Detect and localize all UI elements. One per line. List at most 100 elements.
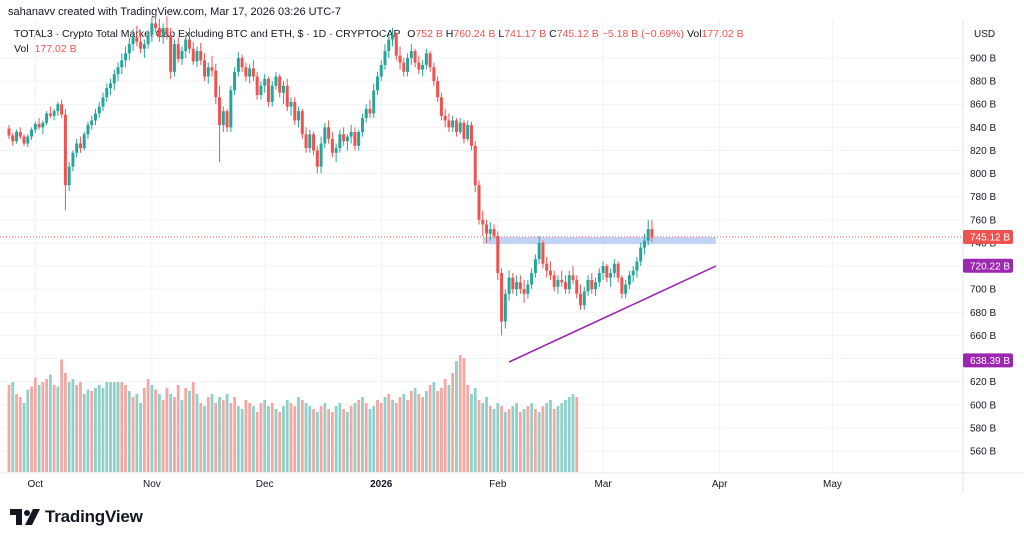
- candle-body: [78, 143, 82, 149]
- candle-body: [530, 272, 534, 285]
- volume-bar: [112, 382, 116, 472]
- trendline-layer[interactable]: [508, 265, 717, 363]
- volume-bar: [225, 394, 229, 472]
- candle-body: [413, 51, 417, 63]
- volume-bar: [79, 382, 82, 472]
- candle-body: [214, 70, 218, 98]
- volume-bar: [346, 412, 349, 472]
- candle-body: [360, 118, 364, 132]
- candle-body: [605, 266, 609, 278]
- volume-bar: [22, 403, 26, 472]
- time-axis-tick: Mar: [594, 479, 612, 490]
- horizontal-zone[interactable]: [482, 237, 716, 245]
- candle-body: [63, 114, 67, 186]
- candle-body: [206, 67, 210, 77]
- volume-bar: [184, 388, 188, 472]
- volume-bar: [180, 400, 184, 472]
- ascending-trendline[interactable]: [508, 265, 717, 363]
- volume-bar: [15, 394, 18, 472]
- volume-bar: [289, 403, 293, 472]
- candle-body: [518, 282, 522, 290]
- candle-body: [507, 277, 511, 294]
- time-axis-tick: Nov: [143, 479, 161, 490]
- candle-body: [500, 272, 504, 322]
- resistance-zone[interactable]: [482, 237, 716, 245]
- volume-bar: [518, 412, 522, 472]
- volume-bar: [391, 400, 394, 472]
- tradingview-logo[interactable]: TradingView: [10, 506, 143, 528]
- volume-bar: [315, 412, 319, 472]
- candle-body: [552, 275, 556, 287]
- candle-body: [458, 122, 462, 132]
- volume-bar: [436, 391, 440, 472]
- volume-bar: [549, 400, 552, 472]
- candle-body: [642, 240, 646, 248]
- volume-bar: [26, 389, 30, 472]
- price-axis[interactable]: 900 B 880 B 860 B 840 B 820 B 800 B 780 B 760 B…: [970, 54, 996, 458]
- volume-bar: [259, 403, 263, 472]
- candle-body: [93, 113, 97, 121]
- high-value: 760.24 B: [453, 28, 496, 40]
- volume-bar: [372, 406, 376, 472]
- candle-body: [60, 104, 64, 115]
- volume-bar: [218, 397, 221, 472]
- volume-bar: [139, 403, 142, 472]
- volume-bar: [402, 394, 406, 472]
- candle-body: [233, 71, 237, 91]
- candle-body: [488, 229, 492, 234]
- volume-bar: [323, 403, 327, 472]
- volume-bar: [60, 359, 64, 472]
- volume-bar: [48, 374, 52, 472]
- candle-body: [357, 131, 361, 146]
- volume-bar: [120, 382, 124, 472]
- tradingview-logo-icon: [10, 509, 40, 525]
- candle-body: [646, 229, 650, 241]
- candle-body: [548, 270, 552, 276]
- candle-body: [26, 136, 30, 144]
- volume-bar: [210, 394, 214, 472]
- volume-bar: [349, 406, 353, 472]
- candle-body: [97, 106, 101, 114]
- candle-body: [109, 83, 113, 89]
- volume-bar: [458, 355, 462, 472]
- volume-bar: [387, 394, 391, 472]
- volume-bars: [7, 355, 579, 472]
- volume-bar: [11, 382, 15, 472]
- candle-body: [45, 113, 49, 123]
- price-axis-tick: 580 B: [970, 423, 996, 434]
- candle-body: [368, 108, 372, 114]
- trendline-upper-tag: 720.22 B: [970, 261, 1010, 272]
- volume-bar: [278, 412, 282, 472]
- volume-bar: [522, 409, 526, 472]
- candle-body: [515, 282, 519, 290]
- candle-body: [597, 272, 601, 283]
- volume-bar: [496, 403, 500, 472]
- volume-bar: [477, 400, 481, 472]
- price-axis-tick: 680 B: [970, 308, 996, 319]
- candle-body: [594, 282, 598, 290]
- candle-body: [157, 27, 161, 38]
- candle-body: [571, 275, 575, 280]
- volume-bar: [357, 400, 361, 472]
- candle-body: [473, 145, 477, 186]
- volume-indicator-label[interactable]: Vol: [14, 43, 29, 55]
- symbol-description[interactable]: TOTAL3 · Crypto Total Market Cap Excludi…: [14, 28, 401, 40]
- candle-body: [90, 120, 94, 126]
- volume-bar: [383, 397, 387, 472]
- volume-bar: [541, 406, 545, 472]
- candle-body: [330, 138, 334, 153]
- candle-body: [421, 64, 425, 70]
- time-axis-tick: 2026: [370, 479, 393, 490]
- volume-bar: [41, 382, 45, 472]
- candle-body: [300, 111, 304, 135]
- volume-bar: [221, 400, 225, 472]
- candle-body: [150, 23, 154, 35]
- time-axis[interactable]: Oct Nov Dec 2026 Feb Mar Apr May: [28, 479, 842, 490]
- candle-body: [579, 293, 583, 306]
- candles: [7, 11, 654, 336]
- candle-body: [154, 23, 158, 28]
- candle-body: [545, 263, 549, 271]
- candle-body: [308, 134, 312, 149]
- volume-bar: [263, 400, 267, 472]
